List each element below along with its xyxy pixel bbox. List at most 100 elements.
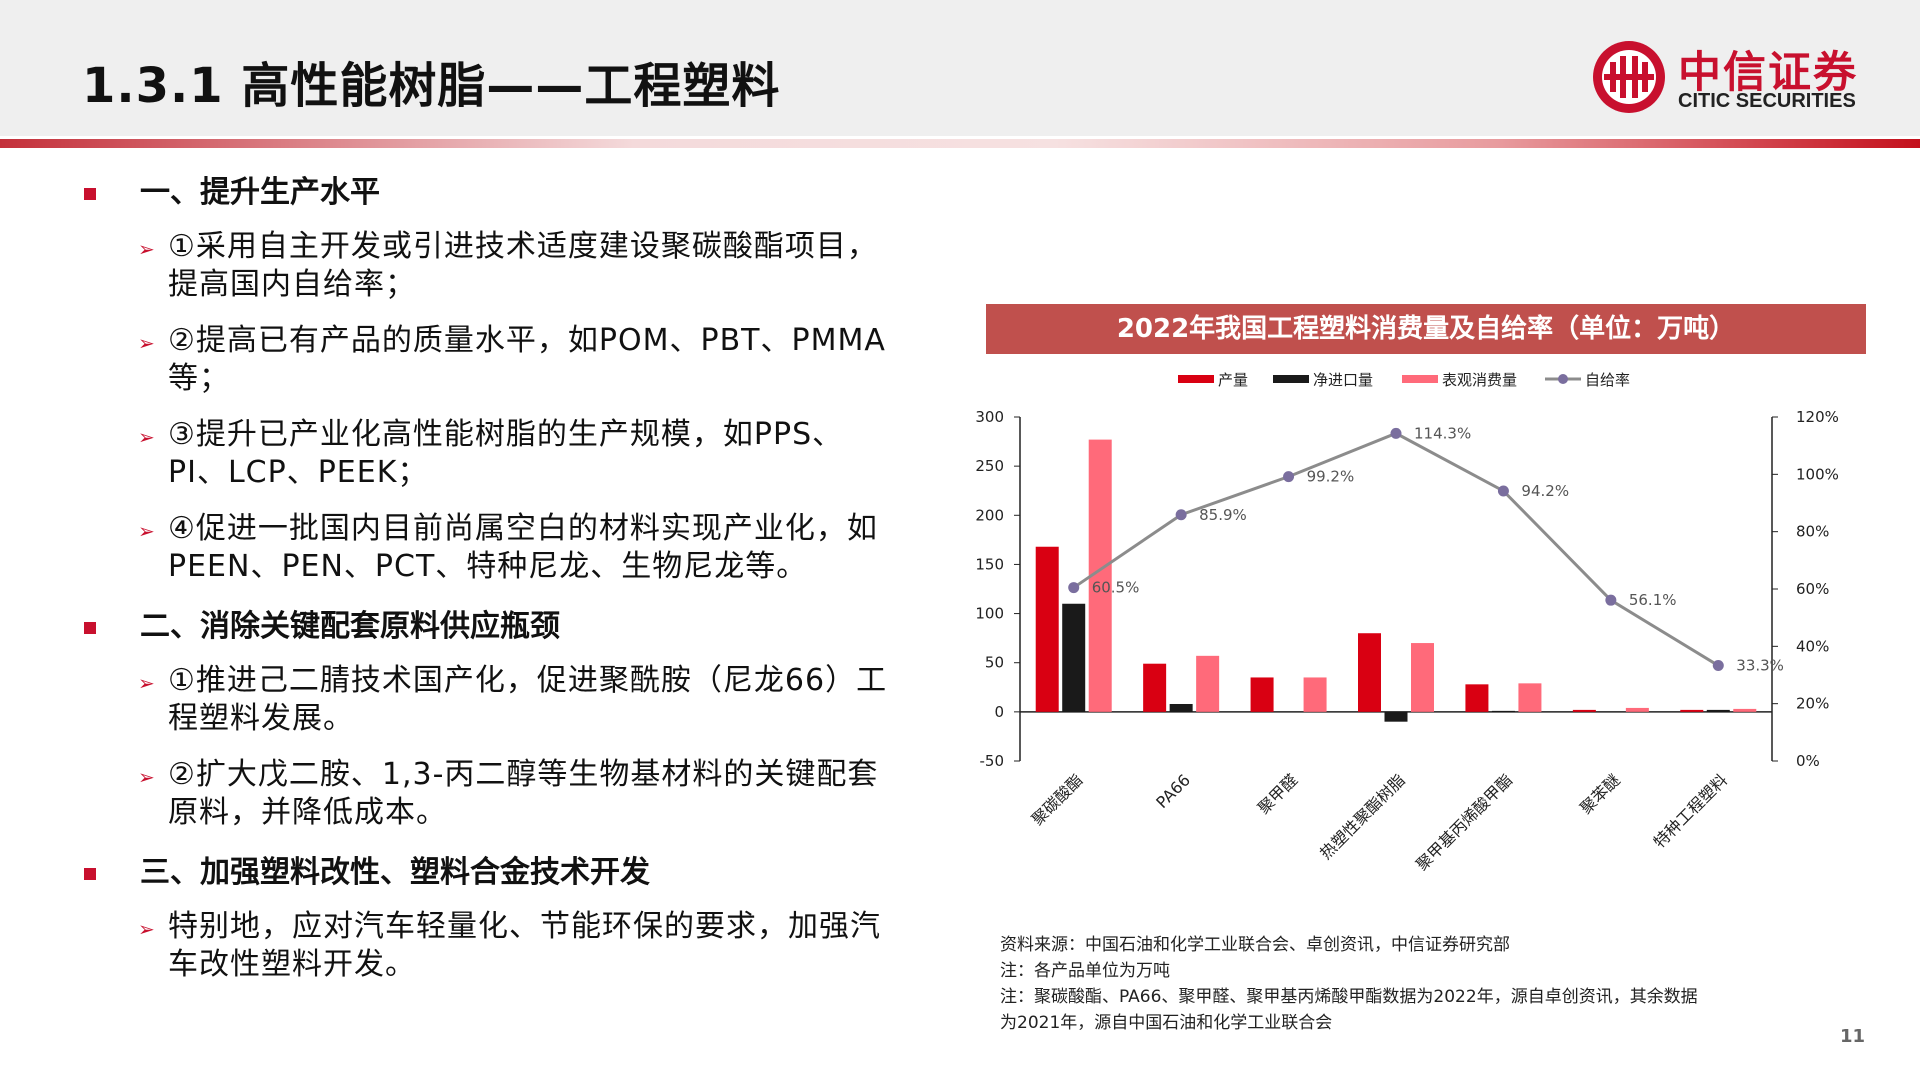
bar: [1706, 709, 1730, 712]
self-sufficiency-line: [1072, 431, 1720, 667]
right-tick-label: 80%: [1796, 523, 1829, 541]
bar: [1088, 439, 1112, 712]
bullet-content: 一、提升生产水平 ➢ ①采用自主开发或引进技术适度建设聚碳酸酯项目，提高国内自给率…: [82, 170, 902, 1002]
bar: [1384, 711, 1408, 722]
slide-title: 1.3.1 高性能树脂——工程塑料: [82, 58, 781, 114]
arrow-bullet-icon: ➢: [138, 331, 156, 355]
section-heading: 三、加强塑料改性、塑料合金技术开发: [82, 850, 902, 896]
line-point: [1390, 427, 1402, 439]
right-tick-label: 0%: [1796, 752, 1820, 770]
legend-label: 产量: [1218, 371, 1248, 389]
logo-text-cn: 中信证券: [1678, 48, 1858, 98]
legend-label: 表观消费量: [1442, 371, 1517, 389]
line-data-label: 99.2%: [1307, 468, 1355, 486]
right-tick-label: 120%: [1796, 408, 1839, 426]
chart-notes: 资料来源：中国石油和化学工业联合会、卓创资讯，中信证券研究部 注：各产品单位为万…: [1000, 932, 1698, 1036]
x-tick-label: 聚苯醚: [1576, 770, 1623, 817]
line-point: [1175, 509, 1187, 521]
line-data-label: 60.5%: [1092, 579, 1140, 597]
bar: [1196, 655, 1220, 712]
section-3: 三、加强塑料改性、塑料合金技术开发 ➢ 特别地，应对汽车轻量化、节能环保的要求，加…: [82, 850, 902, 984]
line-data-label: 114.3%: [1414, 424, 1471, 442]
left-tick-label: 50: [985, 654, 1004, 672]
citic-logo-icon: [1593, 41, 1665, 113]
line-point: [1283, 471, 1295, 483]
bar: [1250, 677, 1274, 712]
note-line: 注：聚碳酸酯、PA66、聚甲醛、聚甲基丙烯酸甲酯数据为2022年，源自卓创资讯，…: [1000, 987, 1698, 1007]
bar: [1143, 663, 1167, 712]
section-1: 一、提升生产水平 ➢ ①采用自主开发或引进技术适度建设聚碳酸酯项目，提高国内自给率…: [82, 170, 902, 586]
x-tick-label: 聚甲醛: [1254, 770, 1301, 817]
bar: [1411, 643, 1434, 712]
line-data-label: 85.9%: [1199, 506, 1247, 524]
legend-label: 自给率: [1585, 371, 1630, 389]
legend-swatch: [1402, 375, 1438, 383]
section-2: 二、消除关键配套原料供应瓶颈 ➢ ①推进己二腈技术国产化，促进聚酰胺（尼龙66）工…: [82, 604, 902, 832]
chart-title-banner: 2022年我国工程塑料消费量及自给率（单位：万吨）: [986, 304, 1866, 354]
line-data-label: 94.2%: [1521, 482, 1569, 500]
arrow-bullet-icon: ➢: [138, 519, 156, 543]
arrow-bullet-icon: ➢: [138, 765, 156, 789]
list-item: ➢ ③提升已产业化高性能树脂的生产规模，如PPS、PI、LCP、PEEK；: [138, 417, 844, 490]
list-item: ➢ ①推进己二腈技术国产化，促进聚酰胺（尼龙66）工程塑料发展。: [138, 663, 888, 736]
list-item: ➢ ②扩大戊二胺、1,3-丙二醇等生物基材料的关键配套原料，并降低成本。: [138, 757, 879, 830]
left-tick-label: -50: [980, 752, 1005, 770]
x-tick-label: 热塑性聚酯树脂: [1316, 770, 1409, 863]
list-item: ➢ 特别地，应对汽车轻量化、节能环保的要求，加强汽车改性塑料开发。: [138, 909, 881, 982]
right-tick-label: 20%: [1796, 695, 1829, 713]
note-line: 注：各产品单位为万吨: [1000, 961, 1170, 981]
legend-swatch-marker: [1558, 374, 1568, 384]
bar: [1572, 709, 1596, 712]
legend-swatch: [1178, 375, 1214, 383]
page-number: 11: [1840, 1026, 1866, 1047]
line-point: [1068, 582, 1080, 594]
left-tick-label: 150: [975, 555, 1004, 573]
arrow-bullet-icon: ➢: [138, 237, 156, 261]
right-tick-label: 40%: [1796, 637, 1829, 655]
legend-swatch: [1273, 375, 1309, 383]
right-tick-label: 100%: [1796, 465, 1839, 483]
bar: [1518, 683, 1542, 712]
header-rule: [0, 139, 1920, 148]
bar: [1491, 710, 1515, 712]
line-data-label: 56.1%: [1629, 591, 1677, 609]
note-line: 资料来源：中国石油和化学工业联合会、卓创资讯，中信证券研究部: [1000, 935, 1510, 955]
square-bullet-icon: [84, 622, 96, 634]
citic-logo: 中信证券 CITIC SECURITIES: [1590, 34, 1870, 124]
bar: [1625, 707, 1649, 712]
right-tick-label: 60%: [1796, 580, 1829, 598]
bar: [1733, 708, 1757, 712]
x-tick-label: PA66: [1152, 770, 1194, 812]
square-bullet-icon: [84, 868, 96, 880]
left-tick-label: 250: [975, 457, 1004, 475]
section-heading: 一、提升生产水平: [82, 170, 902, 216]
arrow-bullet-icon: ➢: [138, 425, 156, 449]
arrow-bullet-icon: ➢: [138, 671, 156, 695]
list-item: ➢ ①采用自主开发或引进技术适度建设聚碳酸酯项目，提高国内自给率；: [138, 229, 878, 302]
line-data-label: 33.3%: [1736, 657, 1784, 675]
square-bullet-icon: [84, 188, 96, 200]
x-tick-label: 聚碳酸酯: [1028, 770, 1087, 829]
line-point: [1712, 660, 1724, 672]
bar: [1465, 684, 1489, 712]
bar: [1169, 703, 1193, 712]
bar: [1680, 709, 1704, 712]
x-tick-label: 特种工程塑料: [1650, 770, 1731, 851]
left-tick-label: 100: [975, 605, 1004, 623]
section-heading: 二、消除关键配套原料供应瓶颈: [82, 604, 902, 650]
legend-label: 净进口量: [1313, 371, 1373, 389]
left-tick-label: 200: [975, 506, 1004, 524]
line-point: [1605, 594, 1617, 606]
logo-text-en: CITIC SECURITIES: [1678, 90, 1856, 112]
bar: [1303, 677, 1327, 712]
arrow-bullet-icon: ➢: [138, 917, 156, 941]
bar: [1035, 546, 1059, 712]
bar: [1062, 603, 1086, 712]
line-point: [1497, 485, 1509, 497]
list-item: ➢ ④促进一批国内目前尚属空白的材料实现产业化，如PEEN、PEN、PCT、特种尼…: [138, 511, 878, 584]
consumption-chart: 300 250 200 150 100 50 0 -50 120% 100% 80% 60% 40% 20…: [975, 371, 1839, 874]
left-tick-label: 0: [994, 703, 1004, 721]
list-item: ➢ ②提高已有产品的质量水平，如POM、PBT、PMMA等；: [138, 323, 886, 396]
note-line: 为2021年，源自中国石油和化学工业联合会: [1000, 1013, 1333, 1033]
left-tick-label: 300: [975, 408, 1004, 426]
